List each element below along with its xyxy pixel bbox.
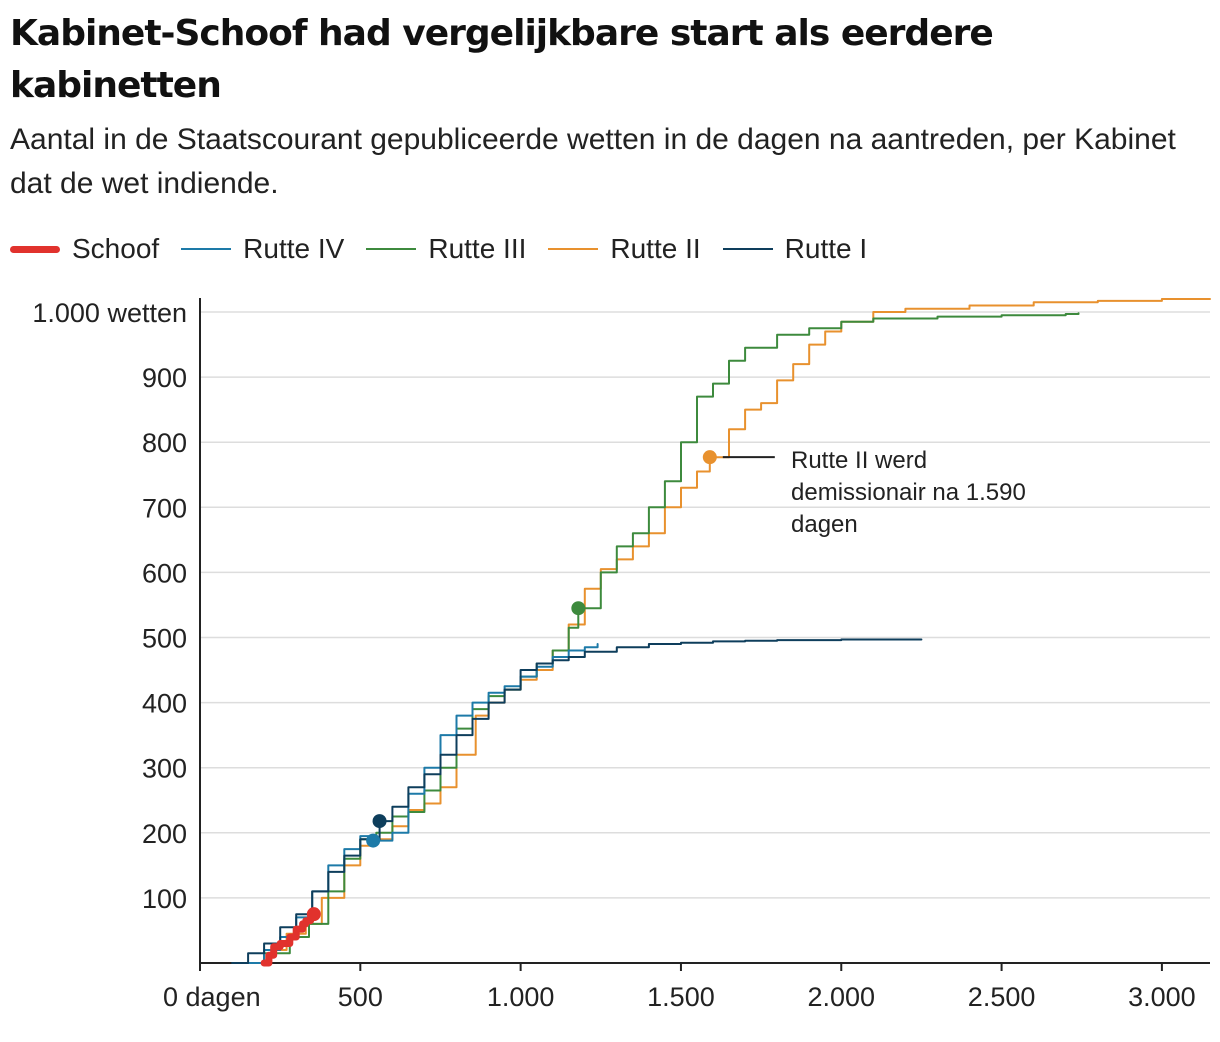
series-line-rutte-iv	[240, 643, 599, 964]
series-lines	[231, 298, 1211, 967]
series-line-schoof	[260, 910, 318, 967]
legend-swatch-rutte-iii	[366, 248, 417, 250]
annotation-line: dagen	[791, 511, 858, 538]
legend-swatch-rutte-iv	[181, 248, 232, 250]
legend-label-rutte-iv: Rutte IV	[243, 233, 345, 264]
y-tick-label: 900	[142, 363, 187, 393]
legend-item-rutte-iv: Rutte IV	[181, 233, 344, 265]
marker-rutte-iii	[571, 601, 586, 616]
x-tick-label: 500	[338, 982, 383, 1012]
chart-title: Kabinet-Schoof had vergelijkbare start a…	[10, 13, 994, 106]
x-tick-label: 2.500	[968, 982, 1036, 1012]
y-tick-label: 800	[142, 428, 187, 458]
legend-label-rutte-ii: Rutte II	[610, 233, 701, 264]
annotation-line: demissionair na 1.590	[791, 479, 1026, 506]
x-axis-tick-labels: 0 dagen 500 1.000 1.500 2.000 2.500 3.000	[163, 982, 1196, 1012]
x-tick-label: 3.000	[1128, 982, 1196, 1012]
y-tick-label: 500	[142, 624, 187, 654]
marker-rutte-ii	[702, 450, 717, 465]
legend: Schoof Rutte IV Rutte III Rutte II Rutte…	[10, 228, 889, 270]
x-tick-label: 1.500	[647, 982, 715, 1012]
axes	[199, 298, 1210, 971]
marker-rutte-i	[372, 814, 387, 829]
annotation: Rutte II werd demissionair na 1.590 dagen	[722, 447, 1026, 538]
legend-item-schoof: Schoof	[10, 233, 159, 265]
y-tick-label: 100	[142, 884, 187, 914]
marker-rutte-iv	[366, 833, 381, 848]
y-tick-label: 1.000 wetten	[32, 298, 187, 328]
x-tick-label: 0 dagen	[163, 982, 261, 1012]
legend-item-rutte-ii: Rutte II	[548, 233, 701, 265]
legend-swatch-schoof	[10, 245, 60, 253]
x-tick-label: 1.000	[487, 982, 555, 1012]
series-line-rutte-i	[231, 638, 923, 964]
annotation-text: Rutte II werd demissionair na 1.590 dagen	[791, 447, 1026, 538]
chart-subtitle: Aantal in de Staatscourant gepubliceerde…	[10, 123, 1176, 200]
y-tick-label: 600	[142, 558, 187, 588]
legend-item-rutte-iii: Rutte III	[366, 233, 526, 265]
legend-label-schoof: Schoof	[72, 233, 160, 264]
y-axis-tick-labels: 100 200 300 400 500 600 700 800 900 1.000 wetten	[32, 298, 187, 914]
annotation-line: Rutte II werd	[791, 447, 927, 474]
legend-item-rutte-i: Rutte I	[722, 233, 868, 265]
y-tick-label: 700	[142, 493, 187, 523]
legend-swatch-rutte-i	[722, 248, 773, 250]
legend-label-rutte-i: Rutte I	[784, 233, 868, 264]
y-tick-label: 200	[142, 819, 187, 849]
y-tick-label: 400	[142, 689, 187, 719]
marker-schoof	[306, 907, 321, 922]
legend-swatch-rutte-ii	[548, 248, 599, 250]
series-markers	[306, 450, 717, 922]
series-line-rutte-ii	[237, 298, 1211, 964]
y-tick-label: 300	[142, 754, 187, 784]
grid-lines	[200, 311, 1210, 899]
x-tick-label: 2.000	[807, 982, 875, 1012]
legend-label-rutte-iii: Rutte III	[428, 233, 527, 264]
